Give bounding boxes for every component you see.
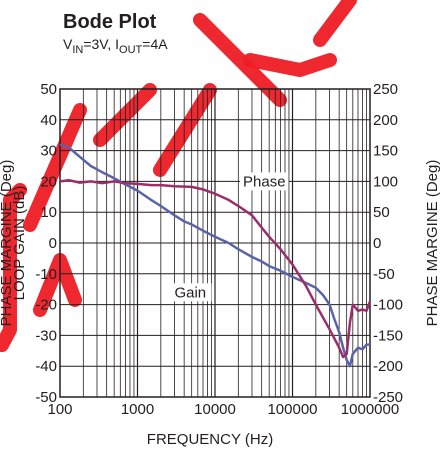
watermark-stroke: [313, 0, 357, 47]
x-tick-label: 1000: [121, 401, 154, 418]
left-tick-label: 0: [49, 235, 57, 252]
right-tick-label: 150: [373, 143, 398, 160]
watermark-stroke: [153, 83, 217, 177]
left-tick-label: -10: [35, 266, 57, 283]
watermark-stroke: [193, 13, 287, 107]
x-axis-title: FREQUENCY (Hz): [147, 431, 273, 448]
right-tick-label: 250: [373, 81, 398, 98]
right-axis-title: PHASE MARGINE (Deg): [424, 160, 441, 327]
right-tick-label: 200: [373, 112, 398, 129]
left-tick-label: 50: [40, 81, 57, 98]
x-axis-ticks: 100 1000 10000 100000 1000000: [47, 401, 399, 418]
right-tick-label: -150: [373, 327, 403, 344]
right-tick-label: 100: [373, 173, 398, 190]
phase-label-background: [240, 172, 289, 191]
gain-series-label: Gain: [174, 284, 206, 301]
watermark-stroke: [0, 183, 27, 352]
watermark-stroke: [93, 83, 157, 147]
left-axis-title-phase: PHASE MARGINE (Deg): [0, 160, 15, 327]
left-tick-label: -40: [35, 358, 57, 375]
left-tick-label: 30: [40, 143, 57, 160]
chart-title: Bode Plot: [63, 11, 157, 33]
left-tick-label: -50: [35, 389, 57, 406]
left-tick-label: 20: [40, 173, 57, 190]
phase-series-label: Phase: [243, 173, 286, 190]
x-tick-label: 10000: [194, 401, 236, 418]
x-tick-label: 100: [47, 401, 72, 418]
chart-subtitle: VIN=3V, IOUT=4A: [63, 36, 168, 56]
left-tick-label: 40: [40, 112, 57, 129]
x-tick-label: 100000: [267, 401, 317, 418]
series-phase-line: [59, 178, 372, 359]
right-tick-label: -200: [373, 358, 403, 375]
right-tick-label: -50: [373, 266, 395, 283]
watermark-stroke: [243, 53, 337, 77]
left-axis-title-gain: LOOP GAIN (dB): [11, 186, 28, 301]
right-tick-label: -100: [373, 297, 403, 314]
left-axis-ticks: 50 40 30 20 10 0 -10 -20 -30 -40 -50: [35, 81, 57, 406]
plot-frame: [59, 88, 371, 398]
gain-label-background: [171, 283, 212, 302]
left-tick-label: 10: [40, 204, 57, 221]
x-tick-label: 1000000: [341, 401, 399, 418]
left-tick-label: -30: [35, 327, 57, 344]
right-axis-ticks: 250 200 150 100 50 0 -50 -100 -150 -200 -250: [373, 81, 403, 406]
preliminary-watermark: [0, 0, 357, 352]
right-tick-label: 50: [373, 204, 390, 221]
plot-grid: [60, 89, 370, 397]
left-tick-label: -20: [35, 297, 57, 314]
watermark-stroke: [23, 103, 87, 232]
right-tick-label: 0: [373, 235, 381, 252]
right-tick-label: -250: [373, 389, 403, 406]
